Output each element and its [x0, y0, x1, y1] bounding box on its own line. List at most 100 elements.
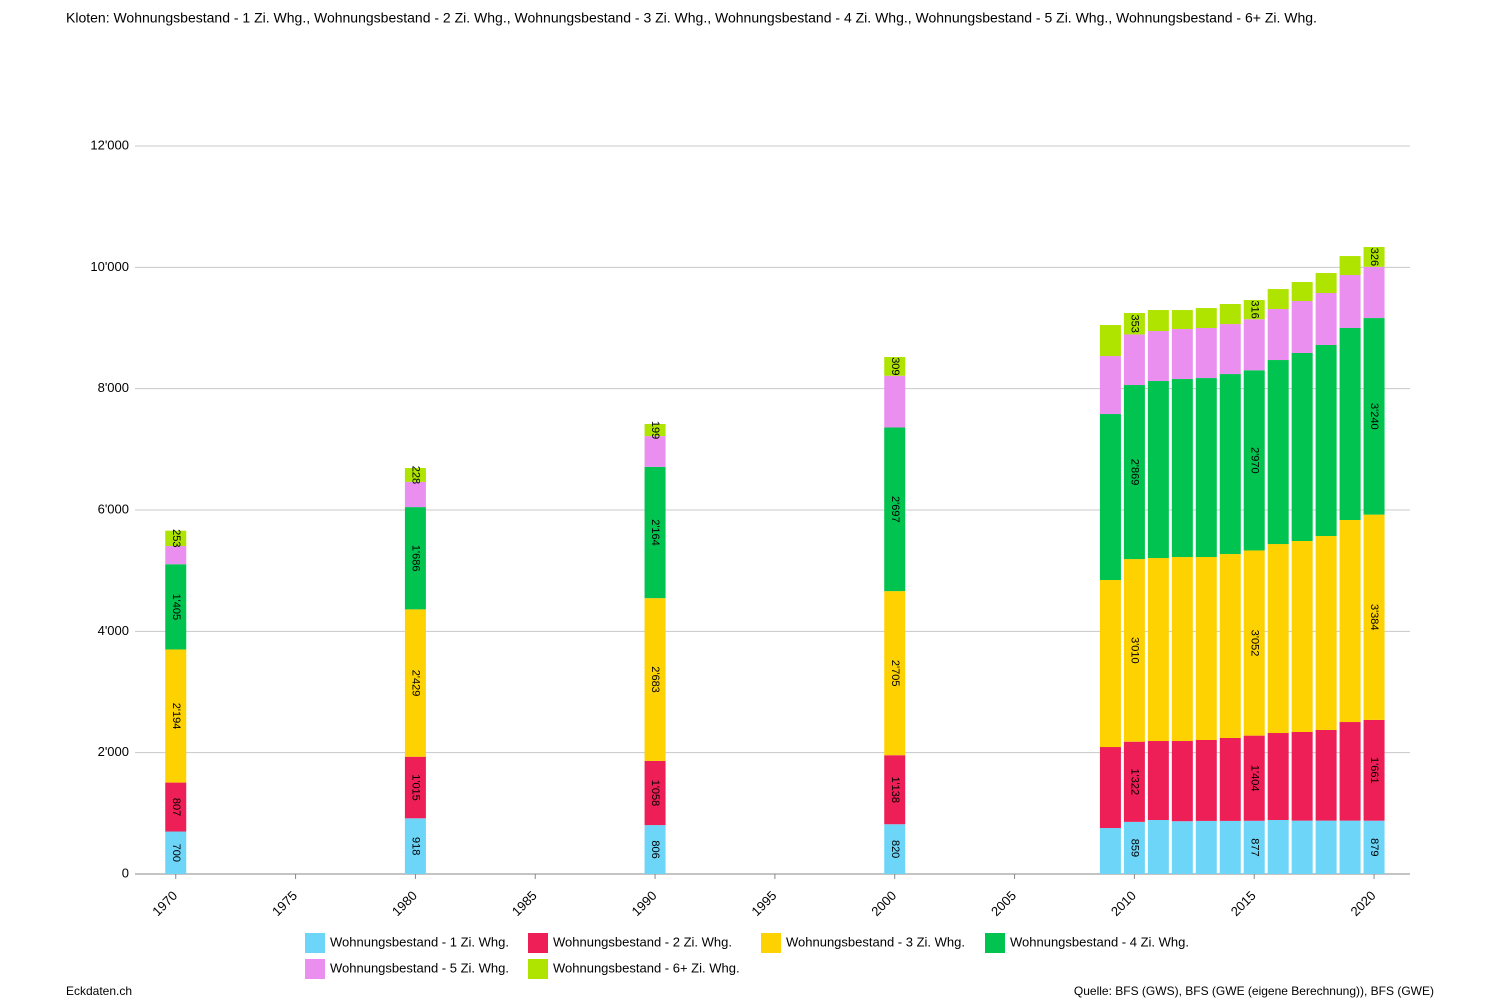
- bar-segment: [1171, 821, 1193, 874]
- bar-segment: [1171, 310, 1193, 330]
- bar-segment: [1315, 344, 1337, 537]
- legend-label: Wohnungsbestand - 6+ Zi. Whg.: [553, 960, 740, 975]
- bar-segment: [1291, 820, 1313, 874]
- bar-segment: [1363, 820, 1385, 874]
- bar-segment: [1315, 729, 1337, 821]
- value-label: 309: [889, 357, 901, 375]
- value-label: 1'404: [1248, 765, 1260, 792]
- value-label: 2'869: [1128, 459, 1140, 486]
- value-label: 918: [409, 837, 421, 855]
- bar-segment: [1099, 828, 1121, 874]
- bar-segment: [1243, 735, 1265, 821]
- value-label: 2'970: [1248, 447, 1260, 474]
- bar-segment: [1171, 379, 1193, 558]
- value-label: 326: [1368, 248, 1380, 266]
- bar-segment: [1363, 247, 1385, 267]
- bar-segment: [1195, 739, 1217, 821]
- x-tick-label: 1990: [629, 888, 660, 919]
- bar-segment: [884, 824, 906, 874]
- value-label: 1'405: [170, 594, 182, 621]
- value-label: 228: [409, 466, 421, 484]
- bar-segment: [1171, 329, 1193, 380]
- x-tick-label: 1975: [269, 888, 300, 919]
- bar-segment: [1195, 328, 1217, 379]
- bar-segment: [1339, 820, 1361, 874]
- value-label: 1'661: [1368, 757, 1380, 784]
- bar-segment: [1291, 301, 1313, 353]
- bar-segment: [1315, 292, 1337, 345]
- value-label: 1'322: [1128, 768, 1140, 795]
- bar-segment: [165, 831, 187, 874]
- value-label: 1'058: [649, 780, 661, 807]
- bar-segment: [1195, 378, 1217, 558]
- bar-segment: [1339, 520, 1361, 723]
- bar-segment: [165, 649, 187, 783]
- bar-segment: [1219, 374, 1241, 555]
- value-label: 3'010: [1128, 637, 1140, 664]
- bar-segment: [1267, 309, 1289, 361]
- x-tick-label: 2020: [1348, 888, 1379, 919]
- bar-segment: [644, 598, 666, 761]
- bar-segment: [1363, 266, 1385, 319]
- value-label: 1'686: [409, 545, 421, 572]
- legend-swatch: [305, 933, 325, 953]
- bar-segment: [1147, 310, 1169, 332]
- value-label: 3'052: [1248, 630, 1260, 657]
- bar-segment: [165, 546, 187, 565]
- bar-segment: [1123, 559, 1145, 742]
- y-tick-label: 0: [122, 865, 129, 880]
- value-label: 316: [1248, 300, 1260, 318]
- bar-segment: [1267, 733, 1289, 821]
- value-label: 807: [170, 798, 182, 816]
- legend-label: Wohnungsbestand - 3 Zi. Whg.: [786, 934, 965, 949]
- bar-segment: [1147, 381, 1169, 559]
- bar-segment: [884, 755, 906, 825]
- legend-label: Wohnungsbestand - 4 Zi. Whg.: [1010, 934, 1189, 949]
- legend-swatch: [528, 959, 548, 979]
- bar-segment: [1123, 334, 1145, 386]
- value-label: 2'683: [649, 666, 661, 693]
- bar-segment: [1363, 514, 1385, 720]
- bar-segment: [1195, 557, 1217, 740]
- bar-segment: [1291, 282, 1313, 302]
- bar-segment: [1291, 352, 1313, 542]
- value-label: 3'240: [1368, 403, 1380, 430]
- value-label: 879: [1368, 838, 1380, 856]
- value-label: 2'164: [649, 519, 661, 546]
- bar-segment: [1315, 273, 1337, 293]
- footer-left: Eckdaten.ch: [66, 984, 132, 998]
- bar-segment: [1243, 820, 1265, 874]
- bar-segment: [1171, 557, 1193, 742]
- bar-segment: [1267, 820, 1289, 874]
- bar-segment: [404, 481, 426, 508]
- legend-swatch: [305, 959, 325, 979]
- bar-segment: [1363, 719, 1385, 821]
- bar-segment: [1315, 820, 1337, 874]
- y-tick-label: 6'000: [98, 501, 129, 516]
- y-tick-label: 2'000: [98, 744, 129, 759]
- bar-segment: [1267, 544, 1289, 734]
- bar-segment: [1147, 331, 1169, 382]
- value-label: 820: [889, 840, 901, 858]
- bar-segment: [1267, 360, 1289, 545]
- bar-segment: [1147, 558, 1169, 742]
- x-tick-label: 1995: [748, 888, 779, 919]
- bar-segment: [884, 591, 906, 756]
- bar-segment: [884, 427, 906, 592]
- bar-segment: [1339, 256, 1361, 276]
- bar-segment: [1219, 820, 1241, 874]
- bar-segment: [1123, 741, 1145, 822]
- bar-segment: [1339, 328, 1361, 521]
- chart-title: Kloten: Wohnungsbestand - 1 Zi. Whg., Wo…: [66, 10, 1317, 26]
- bar-segment: [644, 825, 666, 874]
- x-tick-label: 2000: [868, 888, 899, 919]
- y-tick-label: 12'000: [90, 137, 129, 152]
- bar-segment: [1123, 313, 1145, 335]
- bar-segment: [404, 756, 426, 819]
- bar-segment: [404, 507, 426, 610]
- bar-segment: [1243, 319, 1265, 371]
- bar-segment: [1099, 356, 1121, 415]
- x-tick-label: 2010: [1108, 888, 1139, 919]
